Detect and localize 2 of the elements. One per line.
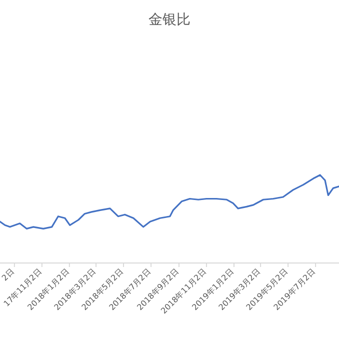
- chart-title: 金银比: [148, 12, 190, 28]
- x-tick-label: 2日: [0, 267, 16, 283]
